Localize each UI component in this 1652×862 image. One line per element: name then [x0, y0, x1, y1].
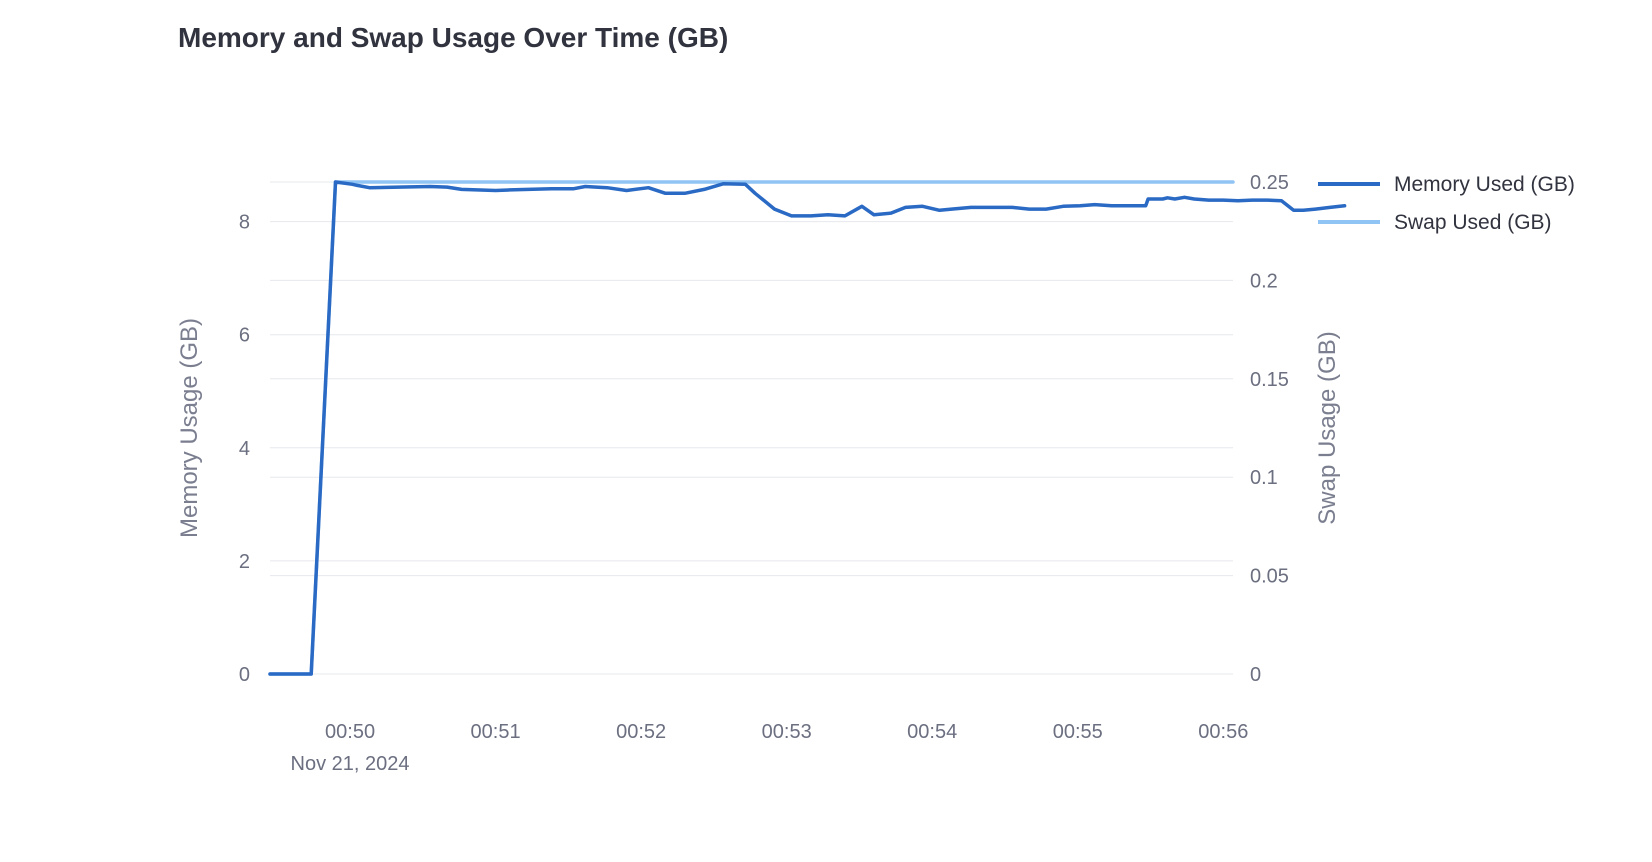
left-axis-ticks: 0 2 4 6 8 — [239, 212, 250, 686]
legend-item-memory[interactable]: Memory Used (GB) — [1318, 173, 1575, 196]
right-axis-title: Swap Usage (GB) — [1314, 331, 1341, 524]
chart-title: Memory and Swap Usage Over Time (GB) — [178, 22, 729, 53]
legend-label-swap: Swap Used (GB) — [1394, 211, 1552, 234]
x-tick-label: 00:52 — [616, 721, 666, 743]
left-tick-label: 4 — [239, 438, 250, 460]
x-tick-label: 00:50 — [325, 721, 375, 743]
left-tick-label: 0 — [239, 664, 250, 686]
right-tick-label: 0.05 — [1250, 566, 1289, 588]
left-tick-label: 6 — [239, 325, 250, 347]
x-tick-label: 00:55 — [1053, 721, 1103, 743]
right-tick-label: 0.25 — [1250, 172, 1289, 194]
x-tick-label: 00:54 — [907, 721, 957, 743]
x-tick-label: 00:56 — [1198, 721, 1248, 743]
right-axis-ticks: 0 0.05 0.1 0.15 0.2 0.25 — [1250, 172, 1289, 686]
right-tick-label: 0.1 — [1250, 467, 1278, 489]
x-tick-label: 00:51 — [471, 721, 521, 743]
left-axis-title: Memory Usage (GB) — [176, 318, 203, 538]
x-axis-ticks: 00:50 00:51 00:52 00:53 00:54 00:55 00:56 — [325, 721, 1248, 743]
x-tick-label: 00:53 — [762, 721, 812, 743]
right-tick-label: 0 — [1250, 664, 1261, 686]
left-tick-label: 2 — [239, 551, 250, 573]
right-tick-label: 0.2 — [1250, 270, 1278, 292]
swap-used-line[interactable] — [268, 180, 1235, 676]
gridlines — [270, 181, 1233, 675]
series-lines — [268, 180, 1347, 676]
legend: Memory Used (GB) Swap Used (GB) — [1318, 173, 1575, 234]
memory-used-line[interactable] — [268, 180, 1347, 676]
legend-item-swap[interactable]: Swap Used (GB) — [1318, 211, 1552, 234]
right-tick-label: 0.15 — [1250, 369, 1289, 391]
x-axis-date-label: Nov 21, 2024 — [291, 753, 410, 775]
left-tick-label: 8 — [239, 212, 250, 234]
legend-label-memory: Memory Used (GB) — [1394, 173, 1575, 196]
